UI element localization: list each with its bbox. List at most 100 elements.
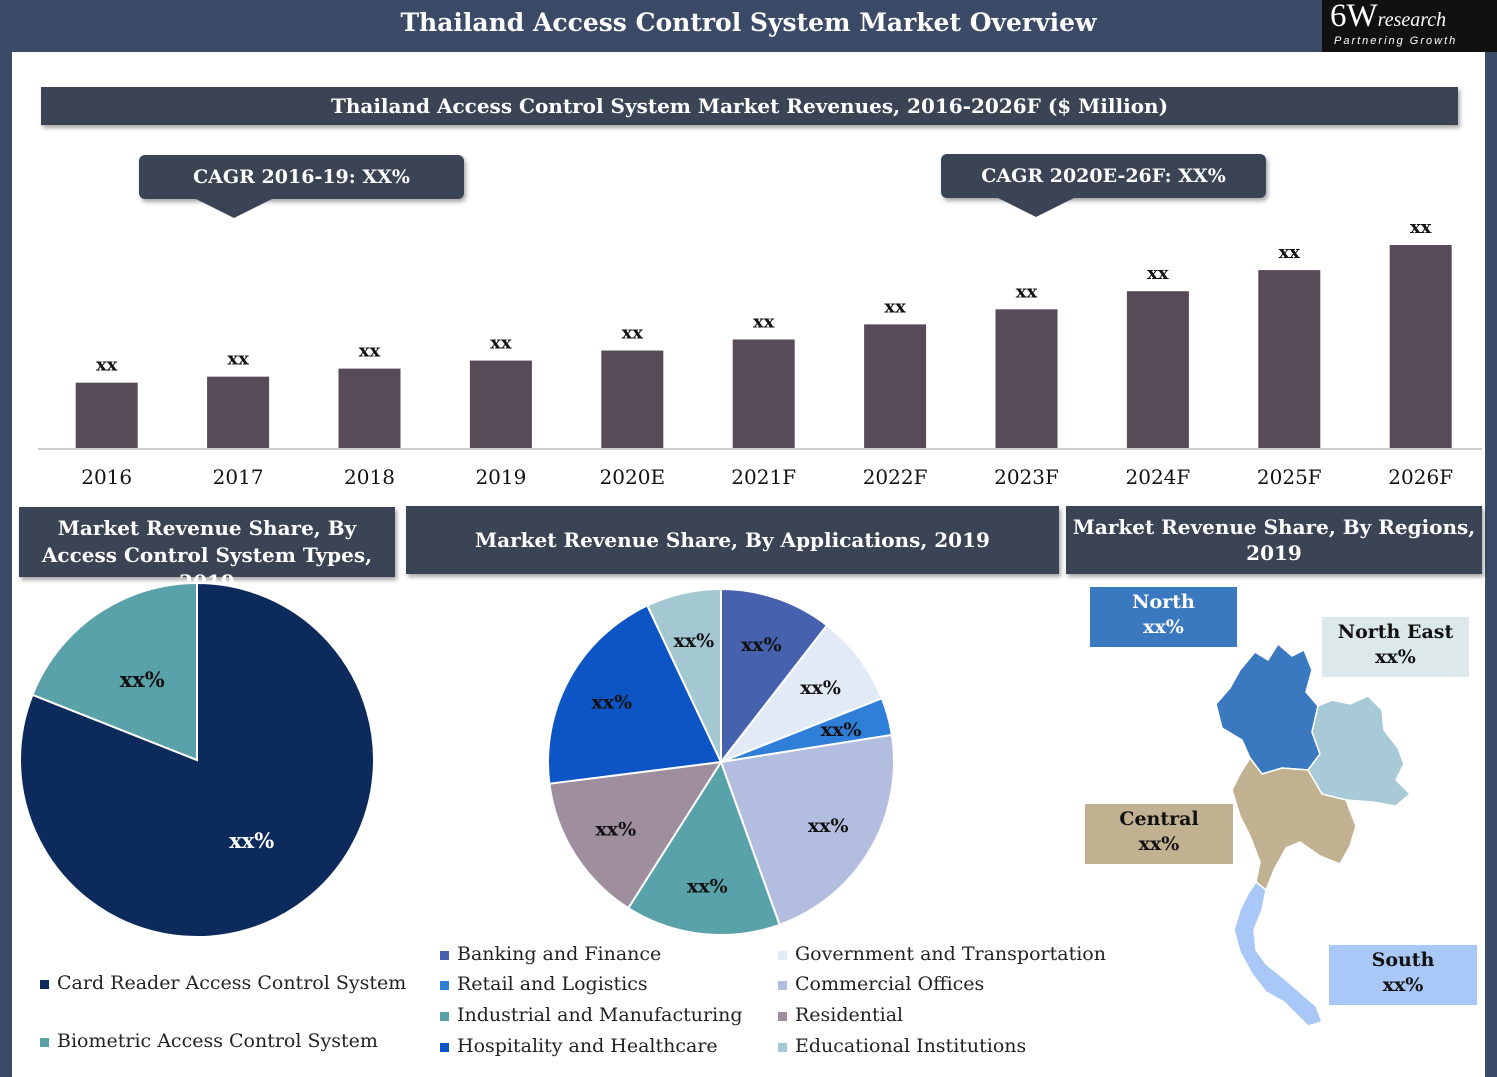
thailand-map <box>1215 642 1412 1027</box>
apps-legend-item: Residential <box>778 1004 903 1026</box>
bar-value-label: xx <box>1279 242 1301 263</box>
x-tick-label: 2020E <box>600 465 666 489</box>
region-name: South <box>1371 949 1435 971</box>
bar-value-label: xx <box>622 323 644 344</box>
apps-pie-slice-5 <box>548 760 723 910</box>
logo-main-text: 6W <box>1330 0 1378 34</box>
legend-label: Card Reader Access Control System <box>57 972 407 994</box>
x-tick-label: 2016 <box>81 465 132 489</box>
cagr-callout-left: CAGR 2016-19: XX% <box>139 155 464 199</box>
legend-swatch <box>440 1042 449 1052</box>
applications-pie-chart: xx% xx% xx% xx% xx% xx% xx% xx% <box>547 587 895 936</box>
bar-value-label: xx <box>1016 281 1038 302</box>
apps-pie-slice-label: xx% <box>741 634 782 656</box>
bar-value-label: xx <box>1410 217 1432 238</box>
apps-pie-slice-1 <box>717 623 884 765</box>
cagr-callout-right: CAGR 2020E-26F: XX% <box>941 154 1266 198</box>
x-tick-label: 2025F <box>1257 465 1322 489</box>
apps-pie-slice-label: xx% <box>808 815 849 837</box>
bar-value-label: xx <box>490 333 512 354</box>
legend-swatch <box>440 980 449 990</box>
bar-value-label: xx <box>96 355 118 376</box>
legend-label: Residential <box>795 1004 904 1026</box>
types-pie-slice-0 <box>19 581 375 938</box>
bar-2021F <box>732 339 795 448</box>
x-tick-label: 2018 <box>344 465 395 489</box>
legend-label: Educational Institutions <box>795 1035 1027 1057</box>
region-box-south: South xx% <box>1329 945 1477 1005</box>
region-name: North East <box>1337 621 1454 643</box>
legend-label: Biometric Access Control System <box>57 1030 378 1052</box>
apps-pie-slice-6 <box>547 604 723 785</box>
bar-2020E <box>601 350 664 448</box>
apps-legend-item: Hospitality and Healthcare <box>440 1035 718 1057</box>
applications-chart-banner: Market Revenue Share, By Applications, 2… <box>406 506 1059 574</box>
region-value: xx% <box>1375 646 1416 668</box>
frame-left <box>0 0 12 1077</box>
types-pie-slice-label: xx% <box>120 667 165 692</box>
legend-label: Hospitality and Healthcare <box>457 1035 718 1057</box>
apps-legend-item: Retail and Logistics <box>440 973 648 995</box>
region-value: xx% <box>1143 616 1184 638</box>
page-title: Thailand Access Control System Market Ov… <box>400 8 1097 37</box>
bar-2026F <box>1389 245 1452 448</box>
apps-legend-item: Banking and Finance <box>440 943 661 965</box>
apps-pie-slice-4 <box>626 759 781 936</box>
bar-2016 <box>75 382 138 448</box>
region-value: xx% <box>1138 833 1180 855</box>
map-region-central <box>1231 756 1357 892</box>
types-legend-item: Card Reader Access Control System <box>40 972 406 994</box>
bar-2025F <box>1258 270 1321 448</box>
map-region-north <box>1215 642 1321 775</box>
apps-pie-slice-label: xx% <box>595 818 636 840</box>
types-legend-item: Biometric Access Control System <box>40 1030 378 1052</box>
x-tick-label: 2017 <box>213 465 264 489</box>
region-name: North <box>1132 591 1195 613</box>
legend-label: Government and Transportation <box>795 943 1106 965</box>
legend-swatch-card-reader <box>40 979 49 989</box>
revenue-bar-chart: xx 2016 xx 2017 xx 2018 xx 2019 xx 2020E xx 2021F xx… <box>38 217 1482 489</box>
header-bar <box>0 0 1497 52</box>
types-pie-slice-1 <box>31 581 198 762</box>
x-tick-label: 2024F <box>1126 465 1191 489</box>
bar-value-label: xx <box>753 311 775 332</box>
bar-2019 <box>469 360 532 448</box>
apps-legend-item: Industrial and Manufacturing <box>440 1004 743 1026</box>
region-name: Central <box>1119 808 1199 830</box>
legend-swatch-biometric <box>40 1037 49 1047</box>
apps-pie-slice-label: xx% <box>800 677 841 699</box>
apps-pie-slice-label: xx% <box>687 875 728 897</box>
cagr-callout-left-pointer <box>194 198 274 218</box>
x-tick-label: 2021F <box>731 465 796 489</box>
bar-2024F <box>1126 291 1189 448</box>
legend-swatch <box>778 980 787 990</box>
legend-swatch <box>440 1011 449 1021</box>
apps-pie-slice-label: xx% <box>821 719 862 741</box>
region-box-north: North xx% <box>1090 587 1237 647</box>
x-tick-label: 2026F <box>1388 465 1453 489</box>
apps-pie-slice-0 <box>720 587 829 765</box>
bar-value-label: xx <box>227 349 249 370</box>
x-tick-label: 2023F <box>994 465 1059 489</box>
legend-label: Commercial Offices <box>795 973 985 995</box>
bar-2018 <box>338 368 401 448</box>
regions-chart-banner: Market Revenue Share, By Regions, 2019 <box>1066 506 1482 574</box>
map-region-northeast <box>1307 695 1412 807</box>
legend-swatch <box>778 950 787 960</box>
legend-swatch <box>778 1042 787 1052</box>
bar-value-label: xx <box>359 341 381 362</box>
cagr-callout-right-pointer <box>996 197 1076 217</box>
legend-label: Retail and Logistics <box>457 973 648 995</box>
bar-value-label: xx <box>1147 263 1169 284</box>
apps-legend-item: Government and Transportation <box>778 943 1106 965</box>
legend-label: Banking and Finance <box>457 943 662 965</box>
region-box-central: Central xx% <box>1085 804 1233 864</box>
apps-legend-item: Commercial Offices <box>778 973 984 995</box>
legend-swatch <box>778 1011 787 1021</box>
x-tick-label: 2022F <box>863 465 928 489</box>
legend-swatch <box>440 950 449 960</box>
bar-value-label: xx <box>884 296 906 317</box>
bar-2022F <box>864 324 927 448</box>
apps-pie-slice-3 <box>719 733 895 927</box>
apps-legend-item: Educational Institutions <box>778 1035 1026 1057</box>
